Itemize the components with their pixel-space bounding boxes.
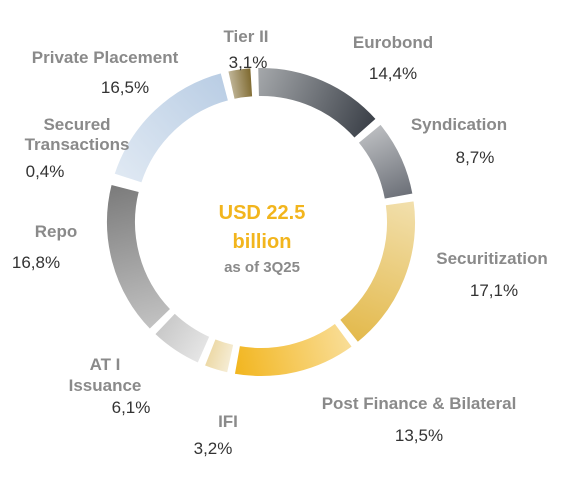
label-repo: Repo 16,8%: [12, 222, 77, 272]
slice-eurobond: [256, 66, 379, 141]
slice-securitization: [337, 199, 417, 345]
center-unit: billion: [233, 231, 292, 253]
label-secured-name-line2: Transactions: [25, 135, 130, 154]
slice-tier-ii: [226, 66, 255, 102]
slice-ifi: [202, 336, 236, 375]
label-syndication-value: 8,7%: [456, 148, 495, 167]
label-securitization-name: Securitization: [436, 249, 547, 268]
label-repo-name: Repo: [35, 222, 78, 241]
slice-repo: [105, 182, 173, 332]
label-post-finance-value: 13,5%: [395, 426, 443, 445]
label-tier-ii: Tier II 3,1%: [223, 27, 268, 72]
label-secured-value: 0,4%: [26, 162, 65, 181]
label-post-finance-name: Post Finance & Bilateral: [322, 394, 517, 413]
label-eurobond-value: 14,4%: [369, 64, 417, 83]
label-at1-value: 6,1%: [112, 398, 151, 417]
label-private-placement-value: 16,5%: [101, 78, 149, 97]
center-date: as of 3Q25: [224, 259, 300, 276]
label-tier-ii-value: 3,1%: [229, 53, 268, 72]
label-tier-ii-name: Tier II: [223, 27, 268, 46]
label-private-placement-name: Private Placement: [32, 48, 179, 67]
label-securitization-value: 17,1%: [470, 281, 518, 300]
label-at1-name-line2: Issuance: [69, 376, 142, 395]
label-syndication: Syndication 8,7%: [411, 115, 507, 167]
label-syndication-name: Syndication: [411, 115, 507, 134]
center-amount: USD 22.5: [219, 202, 306, 224]
label-ifi: IFI 3,2%: [194, 412, 238, 458]
label-at1-name-line1: AT I: [90, 355, 121, 374]
slice-private-placement: [112, 70, 231, 185]
label-post-finance: Post Finance & Bilateral 13,5%: [322, 394, 517, 445]
label-eurobond-name: Eurobond: [353, 33, 433, 52]
label-private-placement: Private Placement 16,5%: [32, 48, 179, 97]
slice-post-finance-bilateral: [232, 321, 355, 378]
center-text: USD 22.5 billion as of 3Q25: [219, 202, 306, 276]
label-secured-transactions: Secured Transactions 0,4%: [25, 115, 130, 181]
donut-slices: [105, 66, 417, 378]
label-repo-value: 16,8%: [12, 253, 60, 272]
label-at1-issuance: AT I Issuance 6,1%: [69, 355, 151, 417]
label-securitization: Securitization 17,1%: [436, 249, 547, 300]
label-ifi-value: 3,2%: [194, 439, 233, 458]
slice-syndication: [356, 122, 415, 201]
slice-at-i-issuance: [152, 311, 212, 366]
label-eurobond: Eurobond 14,4%: [353, 33, 433, 83]
label-secured-name-line1: Secured: [43, 115, 110, 134]
label-ifi-name: IFI: [218, 412, 238, 431]
